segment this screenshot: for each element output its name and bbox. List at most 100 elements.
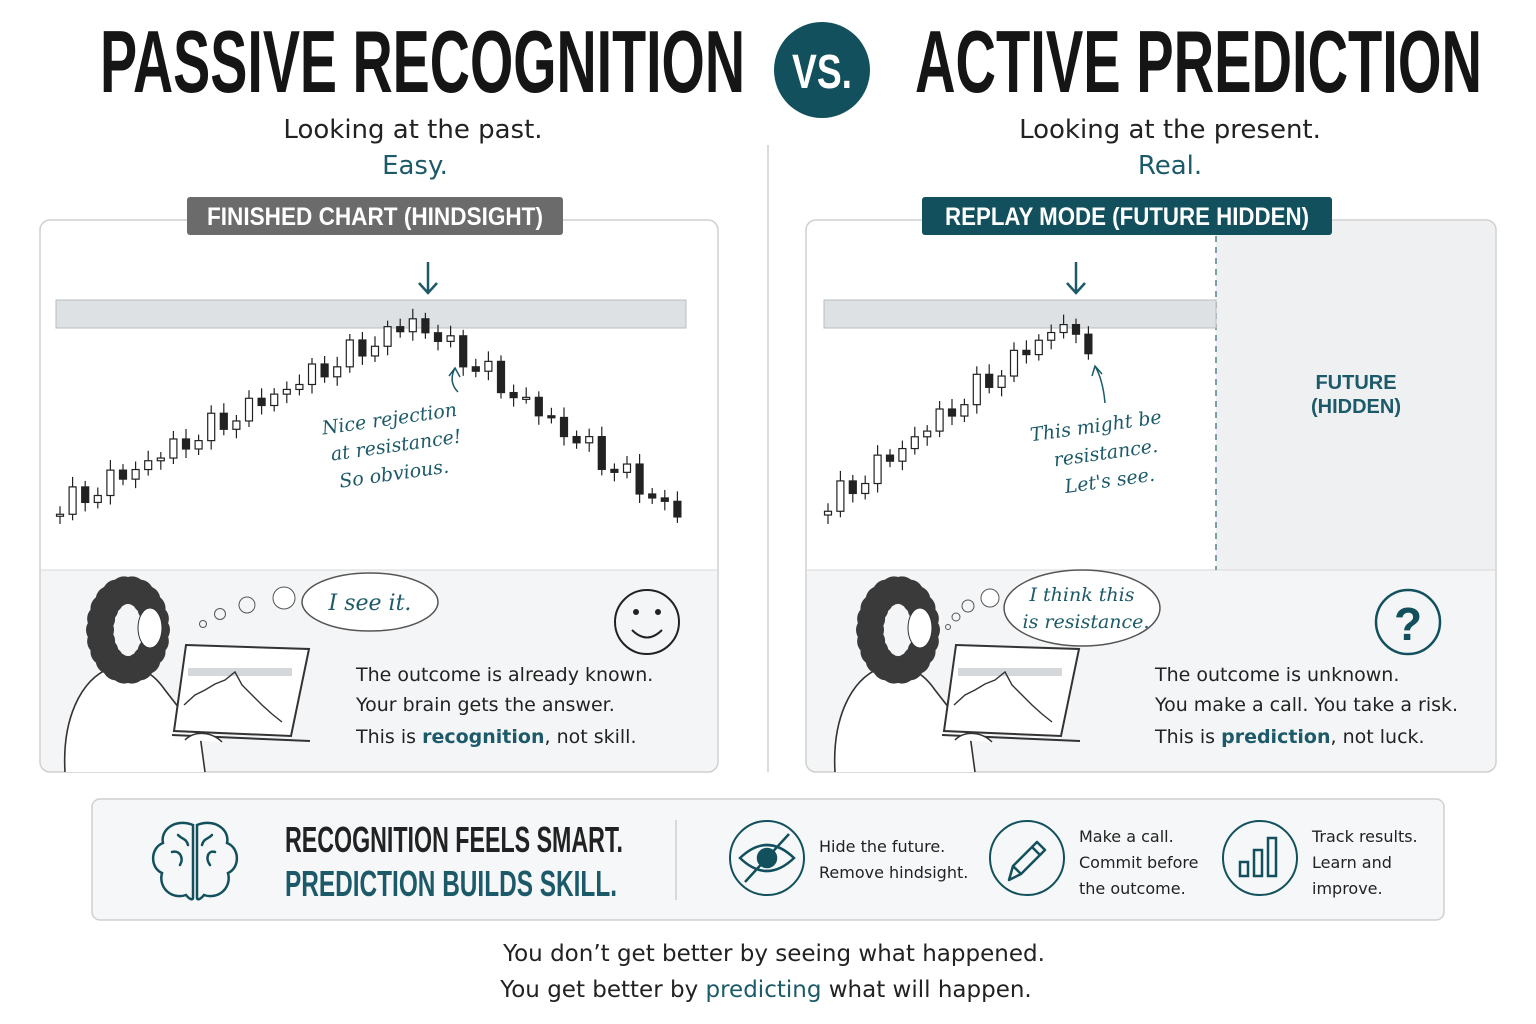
thought-text: I think this <box>1029 584 1135 606</box>
face <box>137 607 163 649</box>
footer-line: You don’t get better by seeing what happ… <box>502 941 1045 967</box>
candle-body <box>295 383 304 391</box>
candle-body <box>997 375 1006 388</box>
candle-body <box>396 326 405 333</box>
right-subtitle: Looking at the present. <box>1019 115 1321 145</box>
candle-body <box>923 430 932 438</box>
candle-body <box>358 339 367 357</box>
candle-body <box>219 412 228 430</box>
candle-body <box>1047 331 1056 341</box>
resistance-band <box>823 299 1217 329</box>
candles <box>55 308 682 524</box>
candle-body <box>597 436 606 470</box>
footer-line: You get better by predicting what will h… <box>499 977 1032 1003</box>
candle-body <box>270 393 279 407</box>
candle-body <box>81 486 90 504</box>
annotation-arrow <box>448 366 461 393</box>
hand <box>954 732 993 743</box>
vs-badge <box>774 22 870 118</box>
hand <box>184 732 223 743</box>
step-text: Make a call. <box>1079 827 1174 846</box>
thought-dot <box>272 586 296 610</box>
candle-body <box>169 438 178 459</box>
thought-dot <box>199 620 207 628</box>
person <box>833 576 1081 773</box>
candles <box>823 314 1093 524</box>
candle-body <box>307 363 317 386</box>
thought-text: is resistance. <box>1023 611 1150 633</box>
thought-dot <box>951 612 961 622</box>
candle-body <box>972 373 981 406</box>
candle-body <box>622 463 632 473</box>
arrow <box>418 262 438 295</box>
candle-body <box>131 468 140 480</box>
candle-body <box>1071 323 1081 335</box>
candle-body <box>370 345 380 357</box>
footer-part: what will happen. <box>821 977 1031 1003</box>
candle-body <box>509 391 518 399</box>
candle-body <box>848 480 857 495</box>
candle-body <box>1034 339 1043 356</box>
thought-dot <box>980 588 1000 608</box>
face <box>907 607 933 649</box>
caption-highlight: prediction <box>1221 726 1330 748</box>
caption: You make a call. You take a risk. <box>1154 694 1458 716</box>
candle-body <box>610 468 619 473</box>
person <box>63 576 311 773</box>
candle-body <box>660 497 669 502</box>
candle-body <box>522 396 531 400</box>
candle-body <box>885 454 895 462</box>
candle-body <box>484 360 493 372</box>
candle-body <box>320 363 329 378</box>
footer-part: You get better by <box>499 977 705 1003</box>
hidden-label: FUTURE <box>1315 372 1396 394</box>
caption: The outcome is already known. <box>355 664 653 686</box>
candle-body <box>861 482 870 495</box>
screen-chart <box>953 670 1053 723</box>
hidden-area <box>1216 221 1495 570</box>
candle-body <box>873 454 882 485</box>
smiley <box>614 589 680 655</box>
candle-body <box>282 388 291 395</box>
candle-body <box>496 360 506 394</box>
screen-chart <box>183 670 283 723</box>
candle-body <box>156 457 165 462</box>
candle-body <box>1022 349 1031 356</box>
right-label: REPLAY MODE (FUTURE HIDDEN) <box>945 203 1309 231</box>
caption-part: This is <box>355 726 422 748</box>
caption: This is prediction, not luck. <box>1154 726 1425 748</box>
thought-text: I see it. <box>328 591 412 616</box>
right-title: ACTIVE PREDICTION <box>915 12 1482 111</box>
candle-body <box>345 339 354 368</box>
pencil-icon <box>1007 840 1047 882</box>
candle-body <box>1009 349 1019 377</box>
candle-body <box>960 404 969 417</box>
question-icon <box>1374 588 1442 656</box>
thought-bubble <box>301 572 439 632</box>
screen-band <box>958 668 1062 676</box>
candle-body <box>433 332 443 342</box>
right-label-box <box>922 197 1332 235</box>
candle-body <box>898 447 907 462</box>
candle-body <box>1059 323 1068 334</box>
eye-icon <box>738 833 796 883</box>
candle-body <box>207 412 216 442</box>
thought-dot <box>961 599 975 613</box>
candle-body <box>408 318 417 333</box>
candle-body <box>68 486 77 515</box>
step-text: Remove hindsight. <box>819 863 968 882</box>
candle-body <box>572 435 581 444</box>
candle-body <box>55 513 65 517</box>
screen-band <box>188 668 292 676</box>
arrow <box>1066 262 1086 295</box>
candle-body <box>534 396 543 417</box>
candle-body <box>673 500 682 518</box>
thought-bubble <box>1003 569 1161 647</box>
candle-body <box>181 438 191 450</box>
candle-body <box>471 366 480 372</box>
candle-body <box>144 460 153 471</box>
step-text: improve. <box>1312 879 1383 898</box>
headline: PREDICTION BUILDS SKILL. <box>285 863 617 904</box>
left-title: PASSIVE RECOGNITION <box>100 12 745 111</box>
candle-body <box>559 416 569 438</box>
